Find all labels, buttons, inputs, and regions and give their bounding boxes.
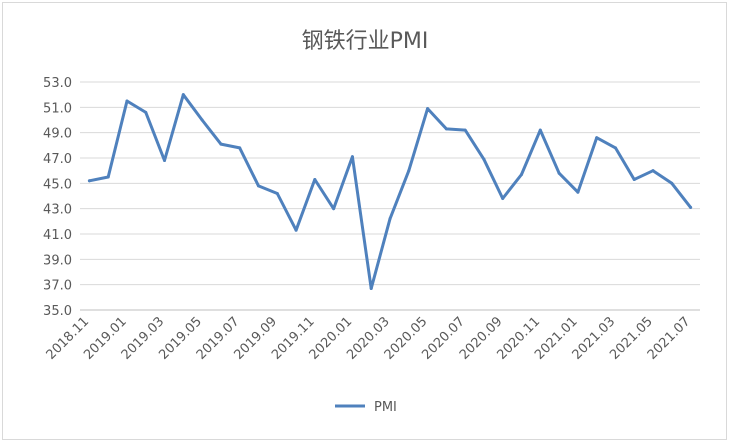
data-point bbox=[407, 169, 411, 173]
data-point bbox=[294, 228, 298, 232]
data-point bbox=[332, 207, 336, 211]
data-point bbox=[350, 155, 354, 159]
legend-label-pmi: PMI bbox=[374, 400, 397, 415]
data-point bbox=[200, 118, 204, 122]
data-point bbox=[613, 146, 617, 150]
data-point bbox=[557, 171, 561, 175]
y-tick-label: 41.0 bbox=[43, 228, 72, 243]
data-point bbox=[181, 93, 185, 97]
data-point bbox=[144, 110, 148, 114]
y-tick-label: 39.0 bbox=[43, 253, 72, 268]
data-point bbox=[87, 179, 91, 183]
y-tick-label: 37.0 bbox=[43, 279, 72, 294]
data-point bbox=[125, 99, 129, 103]
data-point bbox=[463, 128, 467, 132]
data-point bbox=[369, 286, 373, 290]
y-tick-label: 47.0 bbox=[43, 152, 72, 167]
series-lines bbox=[87, 93, 693, 290]
chart-title: 钢铁行业PMI bbox=[302, 29, 429, 54]
data-point bbox=[313, 178, 317, 182]
data-point bbox=[538, 128, 542, 132]
y-tick-label: 35.0 bbox=[43, 304, 72, 319]
data-point bbox=[689, 205, 693, 209]
y-tick-label: 51.0 bbox=[43, 101, 72, 116]
x-axis-labels: 2018.112019.012019.032019.052019.072019.… bbox=[44, 314, 694, 363]
data-point bbox=[651, 169, 655, 173]
data-point bbox=[256, 184, 260, 188]
y-tick-label: 53.0 bbox=[43, 76, 72, 91]
y-tick-label: 45.0 bbox=[43, 177, 72, 192]
data-point bbox=[595, 136, 599, 140]
data-point bbox=[219, 142, 223, 146]
y-tick-label: 49.0 bbox=[43, 127, 72, 142]
data-point bbox=[482, 157, 486, 161]
data-point bbox=[163, 159, 167, 163]
chart-frame bbox=[2, 2, 727, 440]
data-point bbox=[520, 172, 524, 176]
data-point bbox=[632, 178, 636, 182]
data-point bbox=[426, 107, 430, 111]
y-tick-label: 43.0 bbox=[43, 203, 72, 218]
data-point bbox=[576, 190, 580, 194]
data-point bbox=[388, 217, 392, 221]
data-point bbox=[106, 175, 110, 179]
data-point bbox=[501, 197, 505, 201]
data-point bbox=[670, 181, 674, 185]
data-point bbox=[444, 127, 448, 131]
gridlines bbox=[80, 81, 700, 311]
y-axis-labels: 35.0 37.0 39.0 41.0 43.0 45.0 47.0 49.0 51.0 53.0 bbox=[43, 76, 72, 319]
legend: PMI bbox=[335, 400, 397, 415]
data-point bbox=[275, 191, 279, 195]
data-point bbox=[238, 146, 242, 150]
